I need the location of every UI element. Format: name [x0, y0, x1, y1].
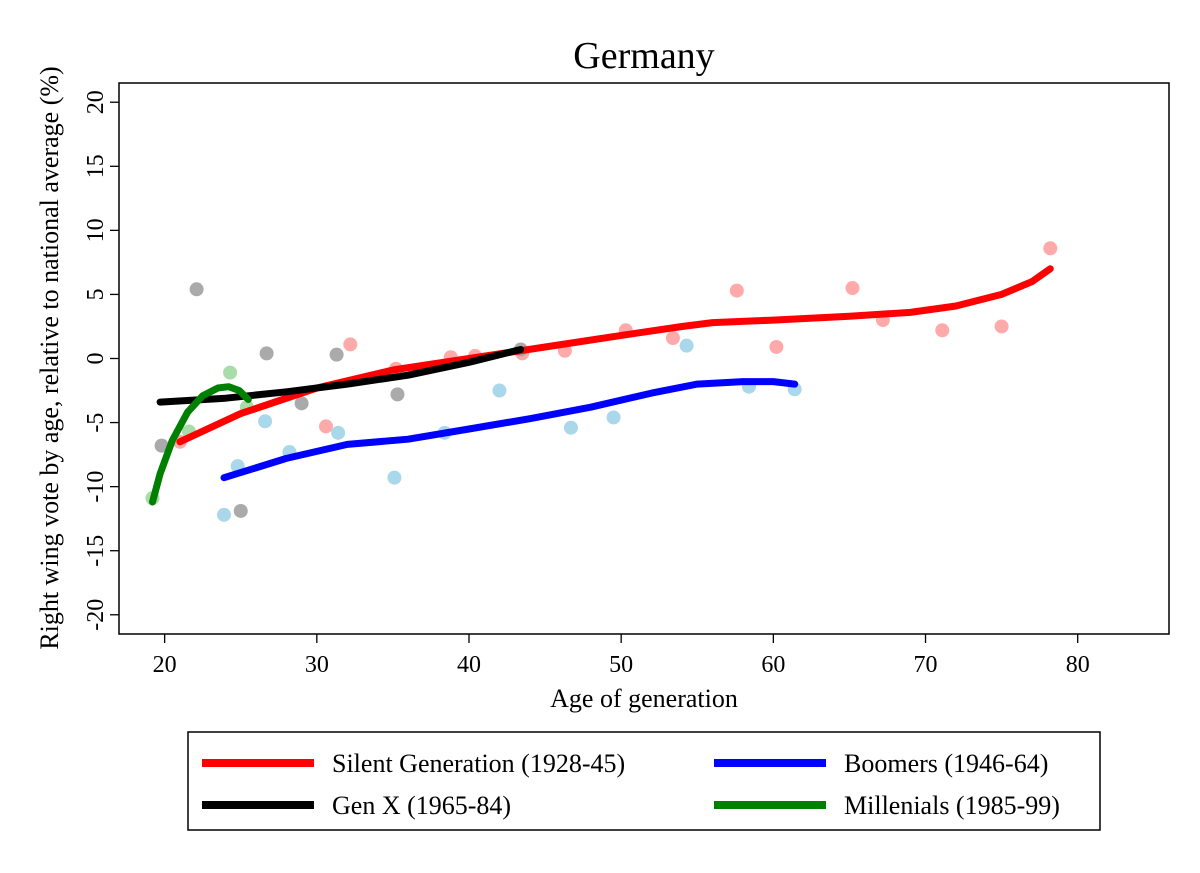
- x-tick-label: 20: [153, 652, 177, 678]
- data-point: [679, 338, 694, 353]
- plot-area-frame: [118, 82, 1170, 635]
- data-point: [329, 347, 344, 362]
- data-point: [390, 387, 405, 402]
- series-fit-line: [149, 383, 252, 506]
- legend: Silent Generation (1928-45) Boomers (1946…: [202, 749, 1060, 820]
- data-point: [665, 330, 680, 345]
- data-point: [233, 503, 248, 518]
- data-point: [258, 414, 273, 429]
- legend-label: Boomers (1946-64): [844, 749, 1048, 778]
- y-tick-label: 5: [83, 288, 109, 300]
- y-tick-label: -10: [83, 471, 109, 503]
- y-tick-label: 10: [83, 218, 109, 242]
- series-fit-line: [176, 265, 1054, 446]
- x-axis: 20 30 40 50 60 70 80: [153, 634, 1090, 678]
- data-point: [259, 346, 274, 361]
- y-tick-label: 20: [83, 90, 109, 114]
- chart-title: Germany: [573, 35, 714, 77]
- data-point: [217, 507, 231, 522]
- data-point: [189, 282, 204, 297]
- fit-lines: [149, 265, 1054, 506]
- y-tick-label: -5: [83, 413, 109, 433]
- scatter-points: [145, 241, 1058, 522]
- legend-label: Silent Generation (1928-45): [332, 749, 625, 778]
- legend-label: Gen X (1965-84): [332, 791, 511, 820]
- x-tick-label: 50: [609, 652, 633, 678]
- data-point: [387, 470, 402, 485]
- data-point: [343, 337, 358, 352]
- data-point: [606, 410, 621, 425]
- x-axis-label: Age of generation: [550, 684, 738, 713]
- y-tick-label: 15: [83, 154, 109, 178]
- x-tick-label: 30: [305, 652, 329, 678]
- x-tick-label: 80: [1066, 652, 1090, 678]
- data-point: [769, 339, 784, 354]
- data-point: [331, 425, 346, 440]
- data-point: [563, 420, 578, 435]
- data-point: [994, 319, 1009, 334]
- legend-box: [187, 731, 1101, 831]
- data-point: [154, 438, 169, 453]
- data-point: [223, 365, 238, 380]
- x-tick-label: 70: [914, 652, 938, 678]
- y-axis-label: Right wing vote by age, relative to nati…: [35, 66, 64, 649]
- data-point: [318, 419, 333, 434]
- data-point: [294, 396, 309, 411]
- data-point: [492, 383, 507, 398]
- x-tick-label: 40: [457, 652, 481, 678]
- x-tick-label: 60: [761, 652, 785, 678]
- y-tick-label: -20: [83, 599, 109, 631]
- data-point: [1043, 241, 1058, 256]
- y-tick-label: -15: [83, 535, 109, 567]
- data-point: [845, 281, 860, 296]
- y-axis: 20 15 10 5 0 -5 -10 -15 -20: [83, 90, 119, 631]
- y-tick-label: 0: [83, 353, 109, 365]
- legend-label: Millenials (1985-99): [844, 791, 1060, 820]
- data-point: [935, 323, 950, 338]
- series-fit-line: [156, 346, 525, 406]
- series-fit-line: [220, 378, 799, 482]
- data-point: [729, 283, 744, 298]
